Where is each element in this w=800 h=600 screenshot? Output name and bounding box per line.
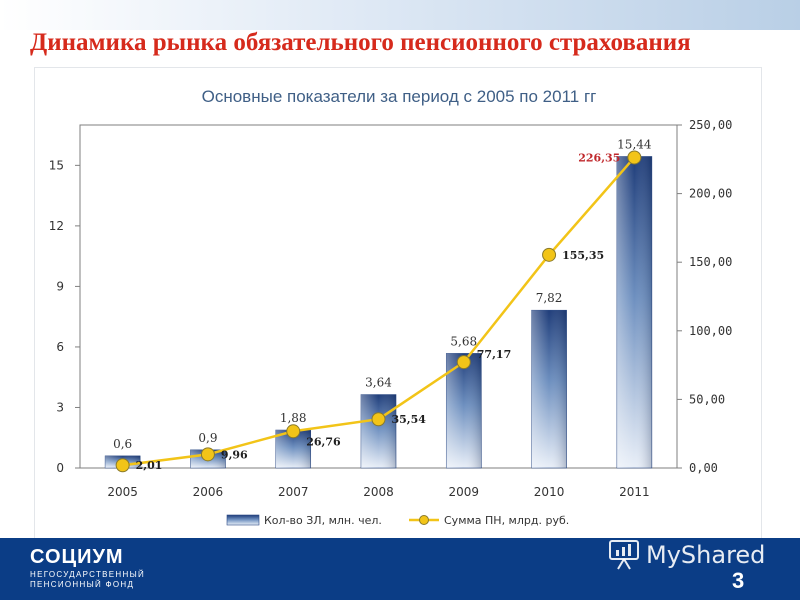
line-value-label: 226,35	[578, 151, 620, 164]
legend: Кол-во ЗЛ, млн. чел. Сумма ПН, млрд. руб.	[226, 514, 569, 527]
chart-area: Основные показатели за период с 2005 по …	[49, 87, 733, 527]
y-left-tick-label: 12	[49, 219, 64, 233]
line-marker	[627, 150, 642, 165]
y-right-tick-label: 50,00	[689, 392, 725, 406]
line-value-label: 155,35	[562, 249, 604, 262]
bar-value-label: 15,44	[617, 137, 652, 151]
bar-value-label: 7,82	[536, 291, 563, 305]
bar-value-label: 0,6	[113, 437, 132, 451]
plot-area: 036912150,0050,00100,00150,00200,00250,0…	[49, 118, 733, 499]
y-left-tick-label: 6	[56, 340, 64, 354]
bar-shading	[531, 310, 567, 468]
presentation-board-icon	[609, 540, 639, 570]
line-marker	[286, 424, 301, 439]
slide-title: Динамика рынка обязательного пенсионного…	[30, 29, 691, 56]
x-tick-label: 2008	[363, 485, 394, 499]
line-marker	[200, 447, 215, 462]
line-marker	[456, 355, 471, 370]
chart-title: Основные показатели за период с 2005 по …	[202, 87, 597, 106]
bar-shading	[616, 156, 652, 469]
bar-value-label: 5,68	[450, 334, 477, 348]
line-marker	[542, 247, 557, 262]
line-value-label: 77,17	[477, 348, 511, 361]
y-right-tick-label: 0,00	[689, 461, 718, 475]
bar-shading	[361, 394, 396, 468]
legend-bar-swatch	[226, 514, 260, 526]
y-left-tick-label: 15	[49, 158, 64, 172]
bar-value-label: 1,88	[280, 411, 307, 425]
watermark-text: MyShared	[646, 541, 766, 569]
legend-bar-label: Кол-во ЗЛ, млн. чел.	[264, 514, 382, 527]
logo-subtitle-line2: ПЕНСИОННЫЙ ФОНД	[30, 580, 135, 589]
x-tick-label: 2010	[534, 485, 565, 499]
legend-line-marker	[419, 515, 429, 525]
top-banner	[0, 0, 800, 30]
x-tick-label: 2006	[193, 485, 224, 499]
legend-line-label: Сумма ПН, млрд. руб.	[444, 514, 569, 527]
y-right-tick-label: 100,00	[689, 324, 732, 338]
y-left-tick-label: 9	[56, 279, 64, 293]
bar-value-label: 0,9	[198, 431, 217, 445]
bar-value-label: 3,64	[365, 376, 392, 390]
x-tick-label: 2007	[278, 485, 309, 499]
logo-subtitle-line1: НЕГОСУДАРСТВЕННЫЙ	[30, 570, 146, 579]
line-value-label: 2,01	[136, 459, 163, 472]
bar-shading	[446, 353, 482, 468]
line-marker	[371, 412, 386, 427]
y-left-tick-label: 0	[56, 461, 64, 475]
line-value-label: 35,54	[392, 413, 427, 426]
x-tick-label: 2011	[619, 485, 650, 499]
footer-bar	[0, 538, 800, 600]
y-right-tick-label: 150,00	[689, 255, 732, 269]
line-marker	[115, 458, 130, 473]
y-right-tick-label: 250,00	[689, 118, 732, 132]
y-right-tick-label: 200,00	[689, 187, 732, 201]
logo-name: СОЦИУМ	[30, 546, 124, 568]
chart-panel: Основные показатели за период с 2005 по …	[34, 67, 762, 539]
y-left-tick-label: 3	[56, 400, 64, 414]
line-value-label: 26,76	[306, 435, 341, 448]
watermark: MyShared	[608, 537, 765, 573]
page-number: 3	[732, 568, 745, 593]
x-tick-label: 2009	[449, 485, 480, 499]
line-value-label: 9,96	[221, 448, 248, 461]
x-tick-label: 2005	[107, 485, 138, 499]
